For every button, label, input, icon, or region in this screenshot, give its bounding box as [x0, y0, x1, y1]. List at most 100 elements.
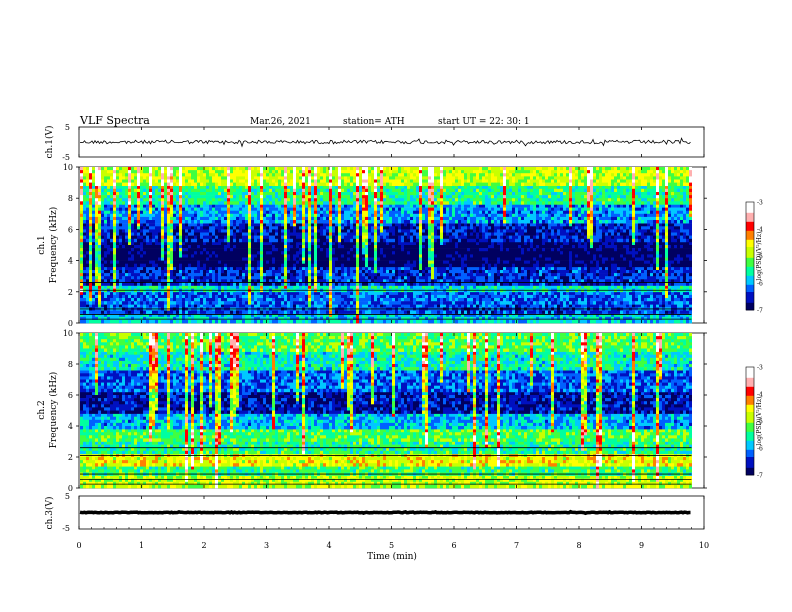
spectrogram-cell	[461, 294, 464, 299]
spectrogram-cell	[662, 254, 665, 258]
spectrogram-cell	[347, 313, 350, 318]
spectrogram-cell	[365, 301, 368, 305]
spectrogram-cell	[86, 294, 89, 299]
spectrogram-cell	[443, 313, 446, 318]
spectrogram-cell	[191, 301, 194, 305]
spectrogram-cell	[209, 279, 212, 283]
spectrogram-cell	[104, 282, 107, 286]
spectrogram-cell	[665, 270, 668, 274]
spectrogram-cell	[131, 273, 134, 277]
spectrogram-cell	[347, 319, 350, 324]
spectrogram-cell	[350, 241, 353, 246]
spectrogram-cell	[518, 310, 521, 314]
spectrogram-cell	[293, 285, 296, 290]
spectrogram-cell	[152, 251, 155, 255]
spectrogram-cell	[416, 291, 419, 296]
spectrogram-cell	[515, 285, 518, 290]
spectrogram-cell	[689, 254, 692, 258]
spectrogram-cell	[635, 313, 638, 318]
spectrogram-cell	[266, 248, 269, 252]
spectrogram-cell	[128, 254, 131, 258]
spectrogram-cell	[485, 285, 488, 290]
spectrogram-cell	[671, 319, 674, 324]
spectrogram-cell	[158, 291, 161, 296]
spectrogram-cell	[515, 251, 518, 255]
spectrogram-cell	[335, 254, 338, 258]
spectrogram-cell	[596, 301, 599, 305]
spectrogram-cell	[668, 248, 671, 252]
spectrogram-cell	[149, 291, 152, 296]
spectrogram-cell	[332, 257, 335, 261]
spectrogram-cell	[446, 241, 449, 246]
spectrogram-cell	[581, 279, 584, 283]
spectrogram-cell	[353, 285, 356, 290]
spectrogram-cell	[98, 294, 101, 299]
spectrogram-cell	[92, 273, 95, 277]
spectrogram-cell	[329, 313, 332, 318]
spectrogram-cell	[581, 257, 584, 261]
spectrogram-cell	[551, 273, 554, 277]
spectrogram-cell	[518, 251, 521, 255]
spectrogram-cell	[644, 294, 647, 299]
spectrogram-cell	[86, 319, 89, 324]
spectrogram-cell	[599, 276, 602, 280]
spectrogram-cell	[668, 298, 671, 302]
spectrogram-cell	[407, 319, 410, 324]
spectrogram-cell	[497, 304, 500, 308]
spectrogram-cell	[167, 270, 170, 274]
spectrogram-cell	[95, 257, 98, 261]
spectrogram-cell	[170, 279, 173, 283]
spectrogram-cell	[206, 291, 209, 296]
spectrogram-cell	[266, 279, 269, 283]
spectrogram-cell	[272, 291, 275, 296]
spectrogram-cell	[593, 310, 596, 314]
spectrogram-cell	[530, 319, 533, 324]
spectrogram-cell	[362, 276, 365, 280]
spectrogram-cell	[299, 270, 302, 274]
spectrogram-cell	[521, 301, 524, 305]
spectrogram-cell	[344, 301, 347, 305]
spectrogram-cell	[242, 310, 245, 314]
spectrogram-cell	[92, 316, 95, 321]
spectrogram-cell	[404, 248, 407, 252]
spectrogram-cell	[512, 248, 515, 252]
spectrogram-cell	[305, 257, 308, 261]
spectrogram-cell	[326, 273, 329, 277]
spectrogram-cell	[164, 260, 167, 265]
spectrogram-cell	[677, 291, 680, 296]
spectrogram-cell	[350, 248, 353, 252]
spectrogram-cell	[188, 282, 191, 286]
spectrogram-cell	[317, 260, 320, 265]
spectrogram-cell	[410, 266, 413, 271]
spectrogram-cell	[524, 285, 527, 290]
spectrogram-cell	[131, 254, 134, 258]
spectrogram-cell	[641, 273, 644, 277]
spectrogram-cell	[377, 319, 380, 324]
spectrogram-cell	[665, 279, 668, 283]
spectrogram-cell	[641, 294, 644, 299]
spectrogram-cell	[380, 276, 383, 280]
spectrogram-cell	[638, 273, 641, 277]
spectrogram-cell	[344, 279, 347, 283]
spectrogram-cell	[239, 273, 242, 277]
spectrogram-cell	[326, 316, 329, 321]
spectrogram-cell	[530, 279, 533, 283]
spectrogram-cell	[266, 257, 269, 261]
spectrogram-cell	[569, 319, 572, 324]
spectrogram-cell	[320, 298, 323, 302]
spectrogram-cell	[152, 279, 155, 283]
spectrogram-cell	[407, 241, 410, 246]
start-time-label: start UT = 22: 30: 1	[438, 117, 530, 127]
spectrogram-cell	[617, 310, 620, 314]
spectrogram-cell	[272, 270, 275, 274]
spectrogram-cell	[437, 254, 440, 258]
spectrogram-cell	[368, 279, 371, 283]
spectrogram-cell	[233, 285, 236, 290]
spectrogram-cell	[275, 257, 278, 261]
spectrogram-cell	[143, 316, 146, 321]
spectrogram-cell	[374, 313, 377, 318]
spectrogram-cell	[476, 313, 479, 318]
spectrogram-cell	[104, 251, 107, 255]
spectrogram-cell	[170, 304, 173, 308]
spectrogram-cell	[179, 310, 182, 314]
